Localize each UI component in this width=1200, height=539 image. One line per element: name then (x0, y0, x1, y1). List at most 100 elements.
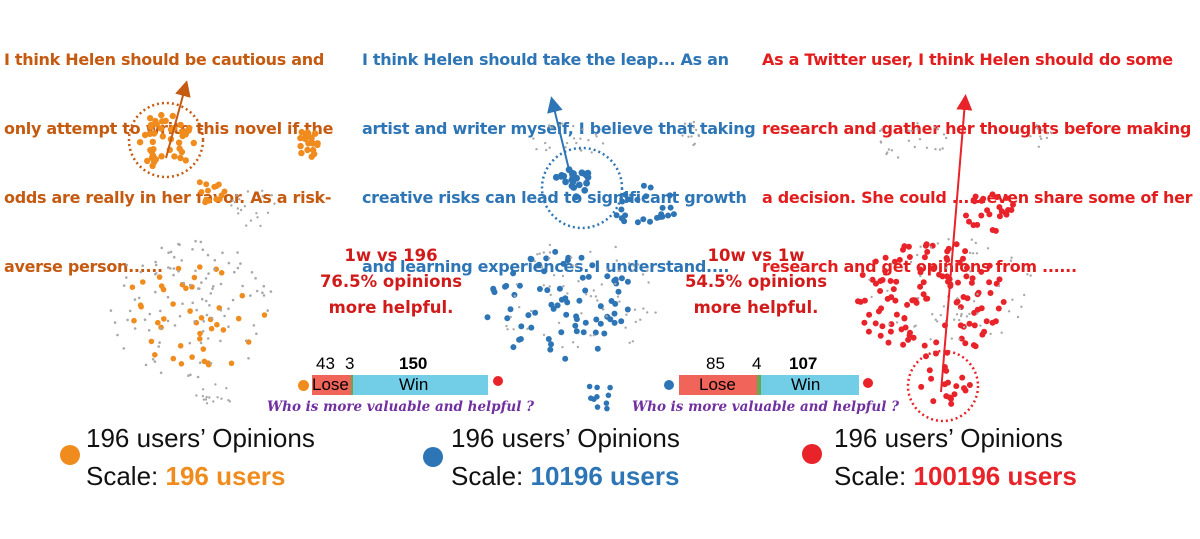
arrow-blue (547, 96, 573, 183)
orange-opinion-point (177, 343, 184, 349)
orange-opinion-point (161, 316, 167, 322)
red-opinion-point (893, 278, 900, 285)
grey-opinion-point (692, 120, 696, 124)
scale-value: 196 users (165, 461, 286, 491)
orange-opinion-point (148, 338, 155, 345)
grey-opinion-point (689, 122, 693, 126)
blue-opinion-point (541, 268, 548, 275)
blue-opinion-point (572, 193, 580, 201)
grey-opinion-point (158, 341, 161, 344)
red-opinion-point (993, 194, 1000, 201)
blue-opinion-point (575, 181, 583, 189)
red-opinion-point (872, 258, 879, 265)
grey-opinion-point (976, 312, 979, 315)
quote-line: I think Helen should take the leap... As… (362, 50, 729, 69)
red-opinion-point (953, 241, 960, 248)
red-opinion-point (900, 341, 907, 348)
grey-opinion-point (628, 341, 631, 344)
red-opinion-point (896, 256, 903, 263)
grey-opinion-point (933, 126, 936, 129)
blue-opinion-point (597, 320, 604, 327)
grey-opinion-point (205, 313, 209, 317)
orange-opinion-point (158, 153, 165, 160)
grey-opinion-point (907, 129, 910, 132)
grey-opinion-point (212, 400, 215, 403)
orange-opinion-point (203, 196, 210, 203)
grey-opinion-point (624, 326, 627, 329)
blue-opinion-point (503, 282, 510, 289)
grey-opinion-point (201, 394, 205, 398)
quote-risk-averse: I think Helen should be cautious and onl… (4, 2, 333, 301)
blue-opinion-point (647, 184, 654, 191)
grey-opinion-point (116, 333, 119, 337)
grey-opinion-point (965, 315, 969, 318)
blue-opinion-point (516, 282, 523, 289)
grey-opinion-point (601, 142, 605, 145)
blue-opinion-point (562, 178, 569, 186)
lose-bar (312, 375, 351, 395)
grey-opinion-point (958, 338, 961, 341)
orange-opinion-point (138, 304, 144, 310)
grey-opinion-point (255, 289, 259, 293)
grey-opinion-point (269, 290, 273, 293)
grey-opinion-point (166, 319, 170, 323)
grey-opinion-point (614, 282, 617, 286)
grey-opinion-point (238, 198, 241, 201)
win-bar (760, 375, 859, 395)
orange-opinion-point (153, 121, 160, 128)
red-opinion-point (882, 268, 889, 274)
grey-opinion-point (1029, 274, 1032, 277)
blue-opinion-point (528, 324, 535, 331)
grey-opinion-point (159, 371, 163, 375)
grey-opinion-point (210, 316, 214, 320)
grey-opinion-point (513, 294, 516, 298)
grey-opinion-point (236, 251, 239, 254)
grey-opinion-point (266, 211, 270, 214)
red-opinion-point (1000, 299, 1007, 305)
orange-opinion-point (189, 354, 195, 360)
red-opinion-point (878, 305, 885, 312)
grey-opinion-point (173, 324, 177, 327)
orange-opinion-point (187, 308, 193, 314)
grey-opinion-point (202, 398, 206, 401)
grey-opinion-point (209, 362, 213, 365)
arrow-red (940, 94, 973, 393)
grey-opinion-point (594, 295, 598, 298)
red-opinion-point (892, 297, 899, 304)
grey-opinion-point (533, 260, 536, 263)
orange-opinion-point (314, 141, 321, 149)
grey-opinion-point (614, 245, 617, 249)
grey-opinion-point (545, 148, 548, 152)
grey-opinion-point (941, 147, 944, 150)
grey-opinion-point (697, 133, 700, 137)
grey-opinion-point (262, 284, 266, 288)
grey-opinion-point (208, 396, 211, 399)
orange-opinion-point (196, 179, 203, 186)
red-opinion-point (974, 306, 981, 313)
grey-opinion-point (195, 394, 198, 397)
orange-opinion-point (177, 154, 184, 162)
blue-opinion-point (592, 329, 599, 336)
red-opinion-point (966, 320, 973, 327)
grey-opinion-point (227, 307, 230, 311)
grey-opinion-point (231, 298, 235, 302)
blue-opinion-point (589, 262, 596, 269)
blue-opinion-point (643, 193, 650, 200)
grey-opinion-point (886, 289, 889, 292)
grey-opinion-point (561, 274, 565, 278)
quote-twitter-user: As a Twitter user, I think Helen should … (762, 2, 1193, 301)
red-opinion-point (972, 343, 979, 350)
grey-opinion-point (239, 208, 243, 212)
grey-opinion-point (548, 257, 551, 260)
orange-opinion-point (297, 134, 304, 142)
red-legend-dot (802, 444, 822, 464)
orange-opinion-point (302, 133, 310, 140)
red-opinion-point (928, 375, 935, 382)
grey-opinion-point (505, 324, 508, 328)
grey-opinion-point (230, 204, 233, 207)
grey-opinion-point (246, 190, 250, 193)
orange-marker-dot (298, 380, 309, 391)
grey-opinion-point (126, 318, 129, 322)
blue-opinion-point (605, 392, 612, 399)
grey-opinion-point (1007, 310, 1011, 313)
